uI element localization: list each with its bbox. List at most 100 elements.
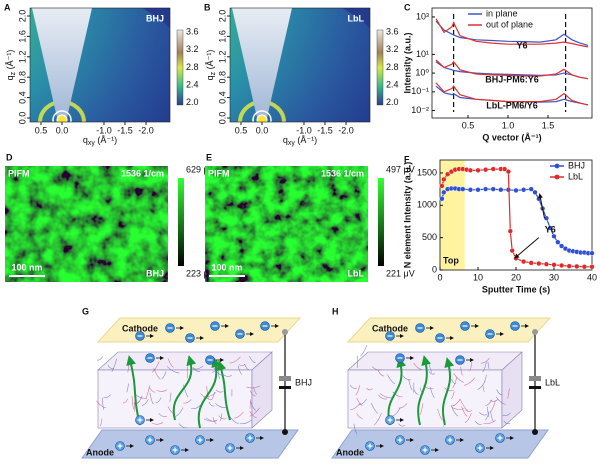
x-tick-label: -1.5 [317,125,333,135]
polymer-chain [366,388,373,391]
polymer-chain [156,397,162,403]
mode: PIFM [8,168,30,178]
marker [460,186,466,192]
polymer-chain [495,396,506,405]
polymer-chain [349,385,357,389]
x-tick-label: 20 [511,272,521,282]
polymer-chain [216,389,224,393]
marker [558,243,565,249]
polymer-chain [444,387,454,392]
marker [483,167,489,173]
polymer-chain [437,408,443,421]
polymer-chain [122,398,129,404]
polymer-chain [219,413,223,422]
colorbar-label: 3.6 [386,26,399,36]
polymer-chain [469,361,473,372]
polymer-chain [502,412,511,417]
polymer-chain [149,386,156,393]
battery [529,386,541,389]
tag: LbL [348,13,365,23]
x-tick-label: 0.5 [35,125,48,135]
anode [81,429,299,459]
anode-label: Anode [86,447,114,457]
x-tick-label: 1.0 [502,120,515,130]
axis-label: qxy (Å⁻¹) [83,135,117,146]
polymer-chain [244,363,249,370]
y-tick-label: 1.6 [217,30,227,43]
terminal [282,329,288,335]
polymer-chain [131,396,134,410]
beam-ring [56,114,68,122]
marker [528,186,534,192]
polymer-chain [158,412,167,417]
polymer-chain [451,399,461,407]
mode: PIFM [208,168,230,178]
polymer-chain [151,361,160,373]
y-tick-label: 500 [422,232,437,242]
polymer-chain [246,385,261,389]
polymer-chain [374,412,382,426]
colorbar-label: 2.8 [186,62,199,72]
tag: BHJ [146,268,164,278]
image-frame [229,7,371,123]
battery [279,386,291,389]
panel-label: B [204,2,211,12]
axis-label-sub: z [210,71,217,75]
panel-label: D [6,152,13,162]
beam-ring [52,110,72,122]
colorbar-label: 3.2 [186,44,199,54]
colorbar-label: 497 μV [386,164,415,174]
y-tick-label: 0.8 [217,71,227,84]
polymer-chain [205,417,217,422]
x-tick-label: 0.5 [462,120,475,130]
y-tick-label: 10³ [416,11,429,21]
polymer-chain [215,403,227,408]
beam-ring [256,114,268,122]
x-tick-label: 0.5 [235,125,248,135]
x-tick-label: -1.0 [296,125,312,135]
annotation: BHJ-PM6:Y6 [485,74,539,84]
marker [505,169,512,175]
anode [331,429,549,459]
polymer-chain [156,389,168,392]
x-tick-label: 30 [549,272,559,282]
colorbar-label: 2.4 [386,79,399,89]
marker [475,187,481,193]
polymer-chain [459,398,468,411]
y-tick-label: 1000 [417,200,437,210]
x-tick-label: 0 [437,272,442,282]
legend-label: BHJ [568,160,585,170]
polymer-chain [428,371,436,375]
polymer-chain [151,422,164,425]
marker [513,187,519,194]
polymer-chain [378,394,388,400]
beam-ring [252,110,272,122]
polymer-chain [413,389,419,395]
marker [566,263,572,269]
colorbar-label: 2.0 [386,97,399,107]
annotation: Y6 [545,224,556,234]
marker [509,247,515,254]
marker [536,260,542,267]
x-tick-label: -1.5 [117,125,133,135]
marker [551,262,557,268]
axis-label-q: q [83,135,88,145]
x-tick-label: 40 [587,272,597,282]
polymer-chain [474,420,482,425]
series-line [435,61,589,80]
marker [483,186,489,192]
polymer-chain [169,392,172,402]
series-line [435,20,589,46]
polymer-chain [370,402,379,414]
polymer-chain [479,412,488,416]
annotation-arrow [537,193,545,219]
polymer-chain [239,419,252,425]
series-line [435,59,589,80]
plot-frame [431,7,593,119]
marker [589,264,595,270]
polymer-chain [208,401,215,407]
polymer-chain [182,399,192,404]
axis-label-sub: xy [288,140,296,147]
giwaxs-image [230,8,370,122]
colorbar-label: 2.0 [186,97,199,107]
